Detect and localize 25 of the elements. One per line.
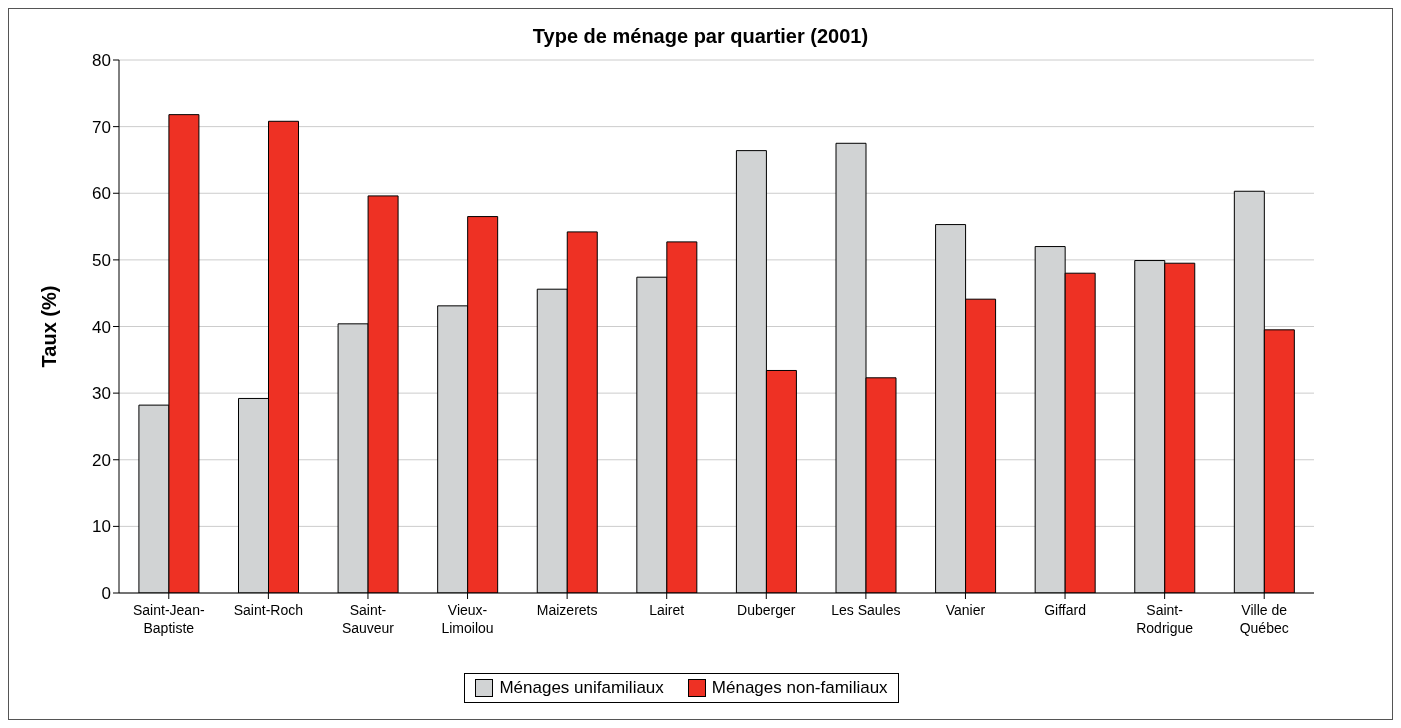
x-tick-label: Saint-Jean-Baptiste — [132, 602, 205, 636]
y-tick-label: 70 — [92, 117, 111, 137]
y-tick-label: 40 — [92, 317, 111, 337]
y-tick-label: 60 — [92, 184, 111, 204]
chart-title: Type de ménage par quartier (2001) — [531, 25, 870, 48]
x-tick-label: Maizerets — [536, 602, 598, 618]
x-tick-label: Vanier — [945, 602, 986, 618]
y-tick-label: 30 — [92, 384, 111, 404]
x-tick-label: Les Saules — [831, 602, 901, 618]
legend-label: Ménages non-familiaux — [710, 678, 888, 698]
x-tick-label: Saint-Sauveur — [341, 602, 395, 636]
x-tick-label: Saint-Roch — [233, 602, 304, 618]
x-tick-label: Vieux-Limoilou — [441, 602, 494, 636]
x-tick-label: Lairet — [649, 602, 685, 618]
y-tick-label: 10 — [92, 517, 111, 537]
y-tick-label: 20 — [92, 450, 111, 470]
x-tick-label: Duberger — [737, 602, 796, 618]
x-tick-label: Ville de Québec — [1239, 602, 1289, 636]
y-tick-label: 0 — [101, 584, 111, 604]
x-tick-label: Saint-Rodrigue — [1136, 602, 1194, 636]
y-tick-label: 80 — [92, 51, 111, 71]
x-tick-label: Giffard — [1044, 602, 1086, 618]
y-tick-label: 50 — [92, 250, 111, 270]
legend-label: Ménages unifamiliaux — [498, 678, 664, 698]
y-axis-title: Taux (%) — [38, 285, 61, 368]
